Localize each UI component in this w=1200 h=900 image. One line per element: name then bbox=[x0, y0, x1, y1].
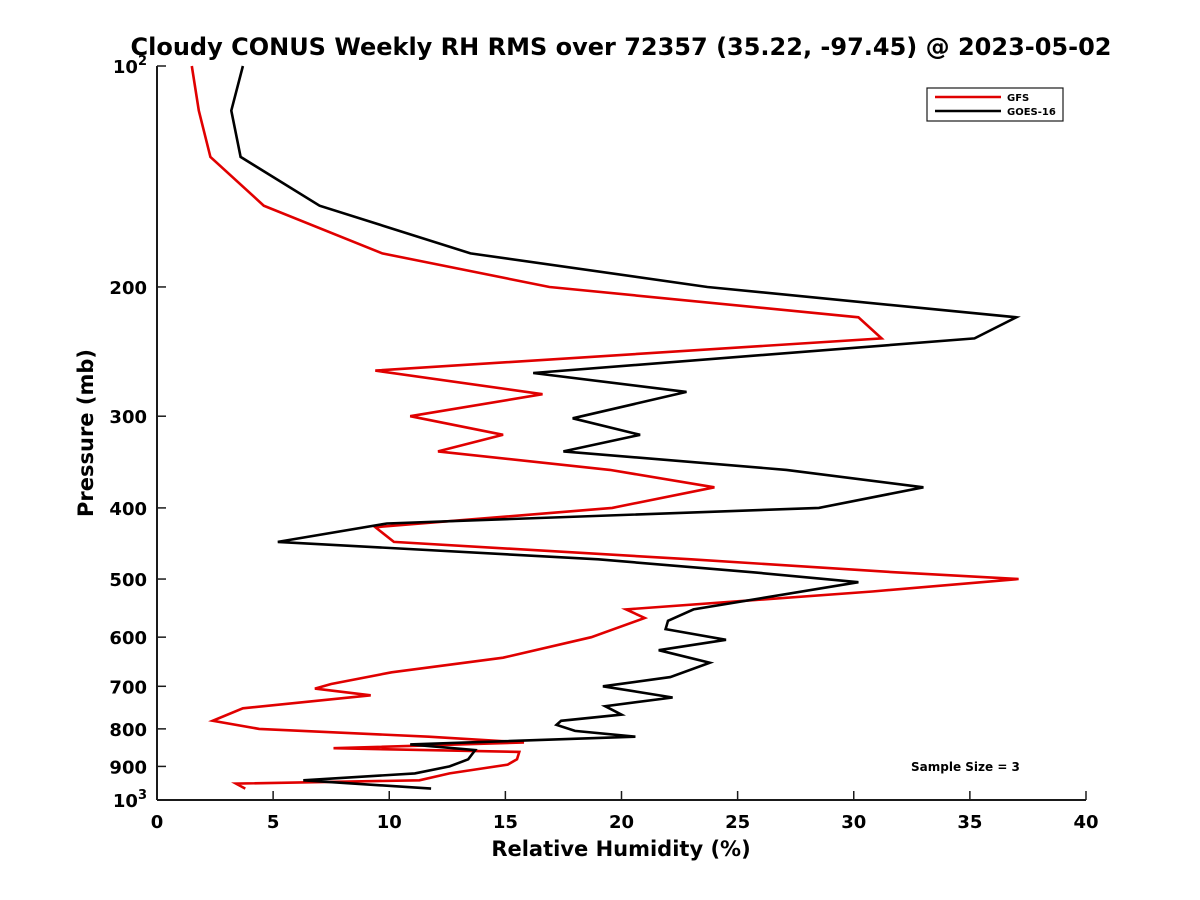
x-axis: 0 5 10 15 20 25 30 35 40 bbox=[151, 791, 1099, 833]
x-tick-label-15: 15 bbox=[493, 812, 518, 833]
y-axis: 102 200 300 400 500 600 700 800 900 103 bbox=[109, 54, 166, 812]
sample-size-annotation: Sample Size = 3 bbox=[911, 760, 1020, 774]
chart-title: Cloudy CONUS Weekly RH RMS over 72357 (3… bbox=[131, 33, 1112, 61]
y-tick-label-500: 500 bbox=[109, 570, 147, 591]
legend-box bbox=[926, 87, 1064, 122]
x-tick-label-0: 0 bbox=[151, 812, 164, 833]
x-axis-label: Relative Humidity (%) bbox=[491, 837, 750, 861]
y-tick-label-900: 900 bbox=[109, 757, 147, 778]
x-tick-label-35: 35 bbox=[957, 812, 982, 833]
y-tick-label-100: 102 bbox=[113, 54, 147, 78]
x-tick-label-20: 20 bbox=[609, 812, 634, 833]
y-axis-label: Pressure (mb) bbox=[74, 349, 98, 517]
y-tick-label-600: 600 bbox=[109, 628, 147, 649]
series-line-gfs bbox=[190, 65, 1019, 790]
series-layer bbox=[190, 65, 1021, 790]
y-tick-label-200: 200 bbox=[109, 278, 147, 299]
x-tick-label-30: 30 bbox=[841, 812, 866, 833]
x-tick-label-10: 10 bbox=[377, 812, 402, 833]
x-tick-label-25: 25 bbox=[725, 812, 750, 833]
legend-label-goes-16: GOES-16 bbox=[1007, 107, 1056, 118]
y-tick-label-800: 800 bbox=[109, 720, 147, 741]
series-line-goes-16 bbox=[229, 65, 1021, 790]
x-tick-label-5: 5 bbox=[267, 812, 280, 833]
x-tick-label-40: 40 bbox=[1073, 812, 1098, 833]
legend: GFS GOES-16 bbox=[926, 87, 1064, 122]
y-tick-label-300: 300 bbox=[109, 407, 147, 428]
y-tick-label-700: 700 bbox=[109, 677, 147, 698]
legend-label-gfs: GFS bbox=[1007, 93, 1029, 104]
y-tick-label-400: 400 bbox=[109, 499, 147, 520]
y-tick-label-1000: 103 bbox=[113, 788, 147, 812]
